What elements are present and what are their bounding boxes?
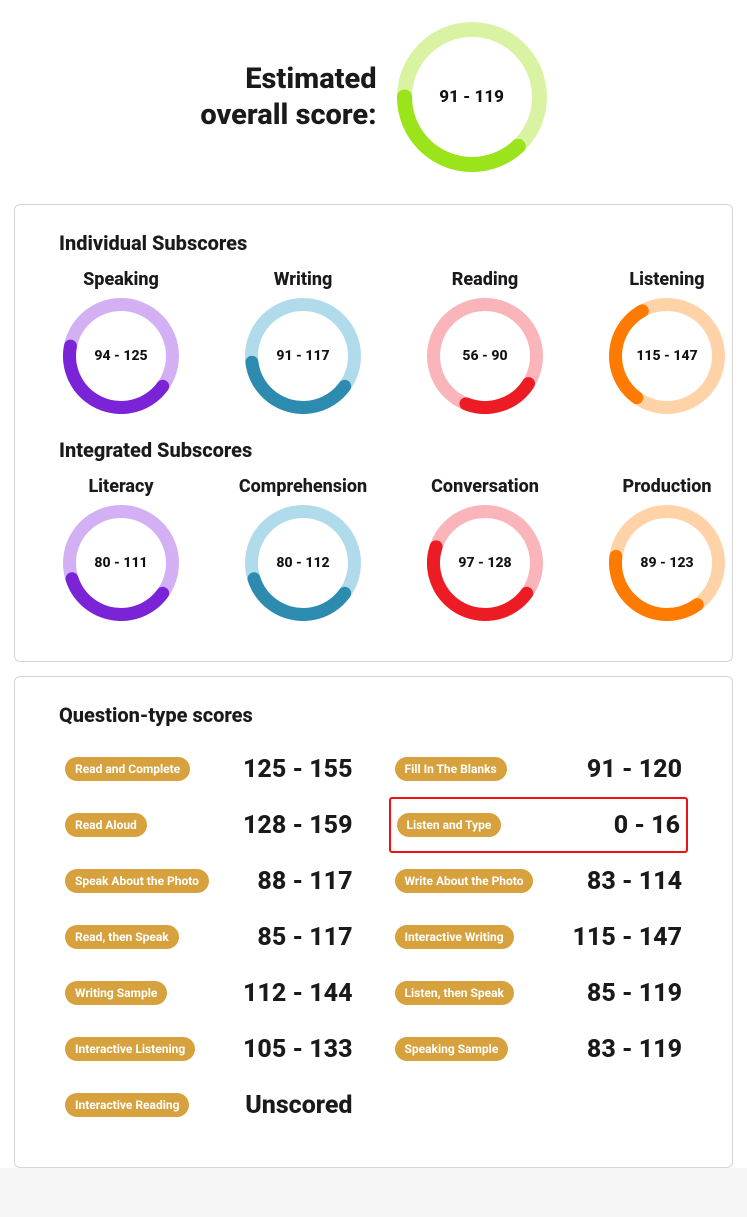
subscore-donut: 94 - 125: [63, 298, 179, 414]
question-type-score: 128 - 159: [243, 811, 353, 840]
question-type-row: Interactive Reading Unscored: [59, 1077, 359, 1133]
question-type-row: Speaking Sample 83 - 119: [389, 1021, 689, 1077]
question-type-pill: Read Aloud: [65, 813, 147, 837]
question-type-pill: Write About the Photo: [395, 869, 534, 893]
question-types-title: Question-type scores: [59, 703, 688, 727]
subscore-donut: 91 - 117: [245, 298, 361, 414]
question-type-score: 105 - 133: [243, 1035, 353, 1064]
subscore-label: Listening: [629, 269, 704, 290]
integrated-subscores-title: Integrated Subscores: [59, 438, 688, 462]
question-type-pill: Interactive Listening: [65, 1037, 195, 1061]
subscore-label: Literacy: [88, 476, 153, 497]
question-type-pill: Interactive Reading: [65, 1093, 189, 1117]
question-type-pill: Speak About the Photo: [65, 869, 209, 893]
subscore-value: 56 - 90: [462, 348, 507, 364]
page-root: Estimated overall score: 91 - 119 Indivi…: [0, 0, 747, 1168]
question-types-col-left: Read and Complete 125 - 155 Read Aloud 128 …: [59, 741, 359, 1133]
question-type-row: Interactive Writing 115 - 147: [389, 909, 689, 965]
overall-donut: 91 - 119: [397, 22, 547, 172]
subscore-item: Comprehension80 - 112: [245, 476, 361, 621]
question-type-row: Read, then Speak 85 - 117: [59, 909, 359, 965]
question-type-score: 115 - 147: [573, 923, 683, 952]
subscore-label: Conversation: [431, 476, 539, 497]
individual-subscores-title: Individual Subscores: [59, 231, 688, 255]
question-type-score: Unscored: [245, 1091, 352, 1120]
subscore-donut: 97 - 128: [427, 505, 543, 621]
overall-label-line2: overall score:: [200, 97, 376, 133]
overall-value: 91 - 119: [439, 87, 504, 107]
subscore-donut: 80 - 111: [63, 505, 179, 621]
question-type-row: Writing Sample 112 - 144: [59, 965, 359, 1021]
question-type-score: 88 - 117: [257, 867, 352, 896]
integrated-subscores-row: Literacy80 - 111Comprehension80 - 112Con…: [63, 476, 688, 621]
subscore-donut: 80 - 112: [245, 505, 361, 621]
question-type-score: 83 - 119: [587, 1035, 682, 1064]
subscore-item: Production 89 - 123: [609, 476, 725, 621]
question-type-score: 91 - 120: [587, 755, 682, 784]
subscore-value: 94 - 125: [94, 348, 147, 364]
overall-label: Estimated overall score:: [200, 61, 376, 134]
subscore-item: Speaking 94 - 125: [63, 269, 179, 414]
question-type-pill: Interactive Writing: [395, 925, 514, 949]
question-type-row: Read and Complete 125 - 155: [59, 741, 359, 797]
subscore-label: Comprehension: [239, 476, 367, 497]
question-type-score: 83 - 114: [587, 867, 682, 896]
question-type-pill: Listen, then Speak: [395, 981, 514, 1005]
question-type-pill: Listen and Type: [397, 813, 502, 837]
subscore-item: Literacy 80 - 111: [63, 476, 179, 621]
question-type-pill: Read and Complete: [65, 757, 190, 781]
question-type-row: Fill In The Blanks 91 - 120: [389, 741, 689, 797]
question-type-pill: Speaking Sample: [395, 1037, 509, 1061]
subscore-item: Reading 56 - 90: [427, 269, 543, 414]
question-types-card: Question-type scores Read and Complete 12…: [14, 676, 733, 1168]
question-types-col-right: Fill In The Blanks 91 - 120 Listen and Typ…: [389, 741, 689, 1133]
question-type-row: Listen and Type 0 - 16: [389, 797, 689, 853]
question-type-score: 112 - 144: [243, 979, 353, 1008]
subscore-value: 97 - 128: [458, 555, 511, 571]
subscore-label: Production: [622, 476, 711, 497]
subscore-value: 91 - 117: [276, 348, 329, 364]
question-type-row: Write About the Photo 83 - 114: [389, 853, 689, 909]
question-type-pill: Writing Sample: [65, 981, 167, 1005]
subscore-label: Writing: [274, 269, 333, 290]
subscore-donut: 56 - 90: [427, 298, 543, 414]
subscore-value: 115 - 147: [636, 348, 697, 364]
overall-label-line1: Estimated: [200, 61, 376, 97]
subscore-label: Reading: [452, 269, 518, 290]
overall-score-block: Estimated overall score: 91 - 119: [0, 0, 747, 190]
individual-subscores-row: Speaking 94 - 125 Writing 91 - 117 Reading 56…: [63, 269, 688, 414]
question-type-score: 0 - 16: [614, 811, 680, 840]
question-type-pill: Read, then Speak: [65, 925, 179, 949]
question-type-row: Read Aloud 128 - 159: [59, 797, 359, 853]
question-type-score: 85 - 119: [587, 979, 682, 1008]
subscore-item: Writing 91 - 117: [245, 269, 361, 414]
subscore-value: 80 - 112: [276, 555, 329, 571]
question-type-score: 85 - 117: [257, 923, 352, 952]
question-type-score: 125 - 155: [243, 755, 353, 784]
question-type-pill: Fill In The Blanks: [395, 757, 507, 781]
question-type-row: Listen, then Speak 85 - 119: [389, 965, 689, 1021]
subscore-donut: 89 - 123: [609, 505, 725, 621]
subscore-value: 89 - 123: [640, 555, 693, 571]
subscore-item: Conversation 97 - 128: [427, 476, 543, 621]
subscore-donut: 115 - 147: [609, 298, 725, 414]
subscores-card: Individual Subscores Speaking 94 - 125 Wri…: [14, 204, 733, 662]
question-types-grid: Read and Complete 125 - 155 Read Aloud 128 …: [59, 741, 688, 1133]
question-type-row: Speak About the Photo 88 - 117: [59, 853, 359, 909]
subscore-item: Listening 115 - 147: [609, 269, 725, 414]
question-type-row: Interactive Listening 105 - 133: [59, 1021, 359, 1077]
subscore-value: 80 - 111: [94, 555, 147, 571]
subscore-label: Speaking: [83, 269, 159, 290]
